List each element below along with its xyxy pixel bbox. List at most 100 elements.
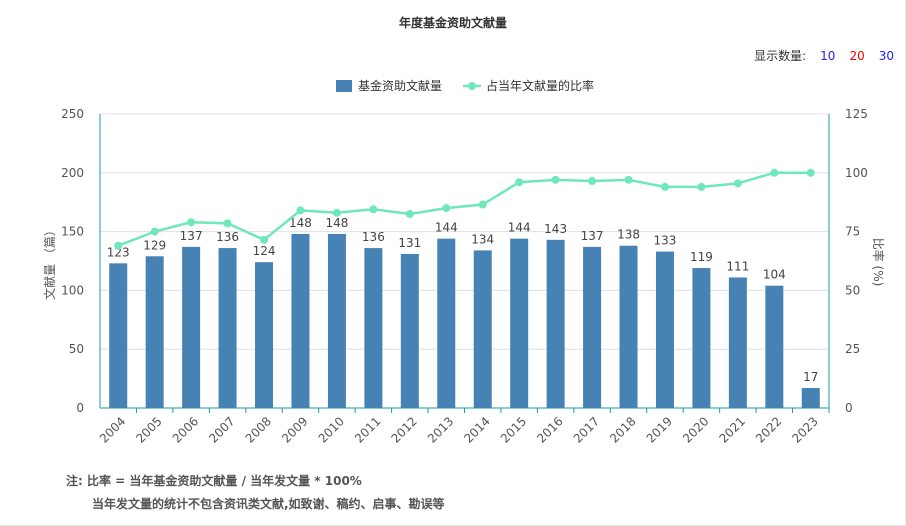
- display-count-label: 显示数量:: [754, 49, 807, 63]
- bar-data-label: 104: [763, 268, 786, 282]
- bar-data-label: 124: [253, 244, 276, 258]
- legend-bar-swatch: [336, 80, 352, 92]
- legend-line-label: 占当年文献量的比率: [486, 78, 594, 93]
- ratio-point: [697, 182, 706, 191]
- legend: 基金资助文献量 占当年文献量的比率: [336, 78, 594, 93]
- y-tick-label: 50: [69, 342, 84, 356]
- bar-data-label: 111: [726, 259, 749, 273]
- bar-data-label: 136: [216, 230, 239, 244]
- y2-axis-title: 比率 (%): [871, 238, 886, 287]
- x-tick-label: 2016: [534, 414, 565, 445]
- bar-data-label: 137: [180, 229, 203, 243]
- x-tick-label: 2004: [97, 414, 128, 445]
- bar: [728, 277, 747, 408]
- y2-tick-label: 125: [845, 107, 868, 121]
- x-tick-label: 2011: [352, 414, 383, 445]
- bar-data-label: 129: [143, 238, 166, 252]
- bar: [400, 253, 419, 408]
- bar-data-label: 17: [803, 370, 818, 384]
- y-tick-label: 0: [76, 401, 84, 415]
- bar: [692, 268, 711, 408]
- bar-data-label: 137: [581, 229, 604, 243]
- ratio-line: [117, 171, 811, 247]
- ratio-point: [369, 205, 378, 214]
- y2-tick-label: 100: [845, 166, 868, 180]
- y-tick-label: 250: [61, 107, 84, 121]
- x-tick-label: 2017: [571, 414, 602, 445]
- y2-tick-label: 25: [845, 342, 860, 356]
- x-tick-label: 2006: [170, 414, 201, 445]
- bar-data-label: 144: [508, 221, 531, 235]
- bar-data-label: 138: [617, 228, 640, 242]
- bar: [473, 250, 492, 408]
- x-tick-label: 2021: [716, 414, 747, 445]
- legend-bar-label: 基金资助文献量: [358, 78, 442, 93]
- bar: [291, 233, 310, 408]
- bar-data-label: 148: [325, 216, 348, 230]
- ratio-point: [660, 182, 669, 191]
- y-axis-title: 文献量 （篇）: [42, 224, 57, 300]
- x-tick-label: 2005: [133, 414, 164, 445]
- line-series: [114, 168, 815, 250]
- y2-tick-label: 0: [845, 401, 853, 415]
- bar-data-label: 144: [435, 221, 458, 235]
- x-tick-label: 2009: [279, 414, 310, 445]
- x-tick-label: 2020: [680, 414, 711, 445]
- bar-data-label: 136: [362, 230, 385, 244]
- ratio-point: [770, 168, 779, 177]
- x-tick-label: 2022: [753, 414, 784, 445]
- ratio-point: [296, 206, 305, 215]
- bar: [109, 263, 128, 408]
- bar: [801, 388, 820, 408]
- bar-data-label: 119: [690, 250, 713, 264]
- grid-lines: [100, 113, 829, 350]
- y2-tick-label: 75: [845, 225, 860, 239]
- ratio-point: [733, 179, 742, 188]
- bar-data-label: 133: [654, 234, 677, 248]
- chart-title: 年度基金资助文献量: [398, 16, 507, 30]
- x-tick-label: 2010: [316, 414, 347, 445]
- bar-data-label: 134: [471, 232, 494, 246]
- x-tick-label: 2013: [425, 414, 456, 445]
- ratio-point: [187, 218, 196, 227]
- bar: [327, 233, 346, 408]
- ratio-point: [624, 175, 633, 184]
- x-tick-label: 2007: [206, 414, 237, 445]
- display-count-option-20[interactable]: 20: [849, 48, 865, 63]
- display-count-option-30[interactable]: 30: [878, 48, 894, 63]
- ratio-point: [478, 200, 487, 209]
- bar: [218, 248, 237, 408]
- bar-data-label: 148: [289, 216, 312, 230]
- ratio-point: [551, 175, 560, 184]
- display-count-option-10[interactable]: 10: [820, 48, 836, 63]
- y-tick-label: 100: [61, 283, 84, 297]
- bar: [510, 238, 529, 408]
- ratio-point: [150, 227, 159, 236]
- y2-tick-label: 50: [845, 283, 860, 297]
- x-tick-label: 2023: [789, 414, 820, 445]
- ratio-point: [332, 208, 341, 217]
- ratio-point: [223, 219, 232, 228]
- bar: [619, 245, 638, 408]
- ratio-point: [260, 235, 269, 244]
- bar: [145, 256, 164, 408]
- y-tick-label: 150: [61, 225, 84, 239]
- y-tick-label: 200: [61, 166, 84, 180]
- bar: [583, 246, 602, 408]
- ratio-point: [588, 177, 597, 186]
- bar: [364, 248, 383, 408]
- x-tick-label: 2019: [644, 414, 675, 445]
- x-tick-label: 2015: [498, 414, 529, 445]
- x-tick-label: 2014: [461, 414, 492, 445]
- x-tick-label: 2012: [388, 414, 419, 445]
- axes: [99, 114, 830, 413]
- bar: [765, 285, 784, 408]
- bar-data-label: 123: [107, 245, 130, 259]
- ratio-point: [405, 209, 414, 218]
- ratio-point: [114, 241, 123, 250]
- footnote-exclusion: 当年发文量的统计不包含资讯类文献,如致谢、稿约、启事、勘误等: [92, 497, 445, 511]
- legend-line-marker: [468, 82, 476, 90]
- y-tick-labels: 0 50 100 150 200 250 0 25 50 75 100 125: [61, 107, 868, 415]
- x-tick-label: 2018: [607, 414, 638, 445]
